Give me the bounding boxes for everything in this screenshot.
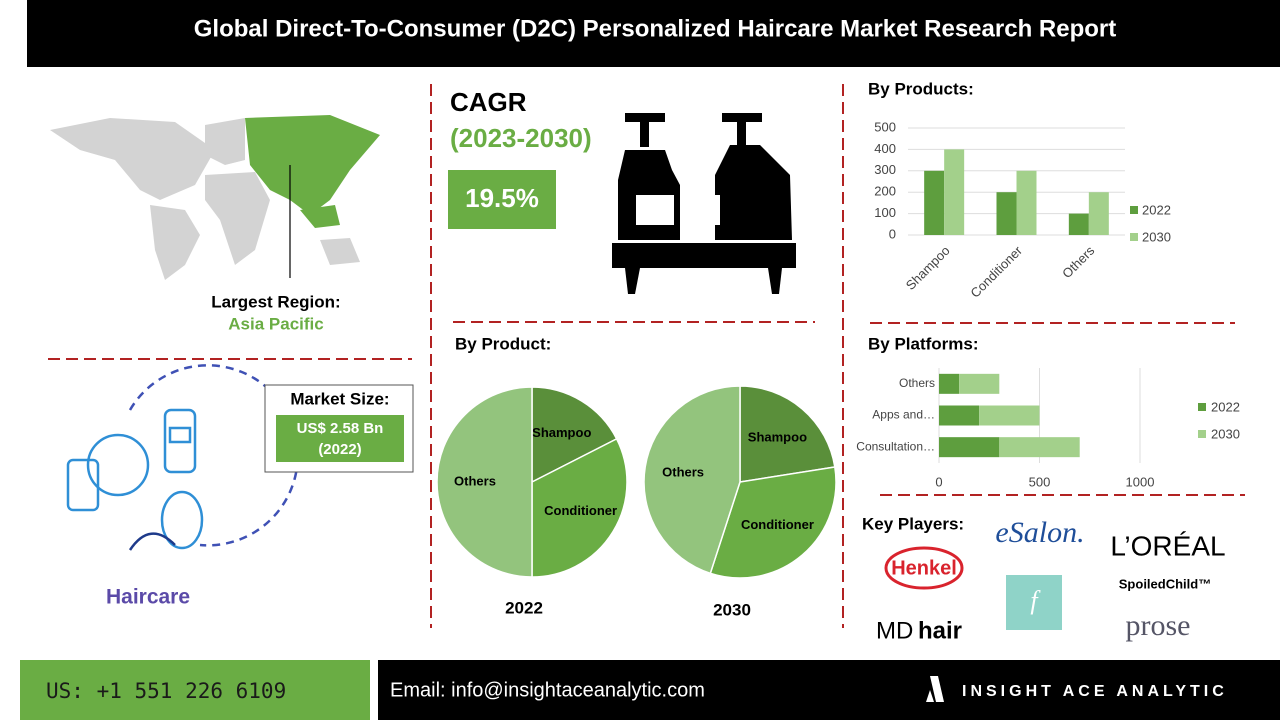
slice-label: Shampoo — [748, 430, 807, 445]
bar — [979, 405, 1040, 426]
bottles-icon — [612, 113, 796, 294]
footer-brand: INSIGHT ACE ANALYTIC — [962, 683, 1228, 700]
bar — [959, 373, 1000, 394]
bar — [999, 437, 1080, 458]
bar — [924, 170, 945, 235]
footer-phone: US: +1 551 226 6109 — [46, 679, 286, 703]
y-tick-label: 300 — [874, 162, 896, 177]
y-tick-label: 500 — [874, 119, 896, 134]
region-label: Largest Region: — [211, 292, 340, 311]
pie-section-title: By Product: — [455, 334, 551, 353]
chart-title: By Products: — [868, 79, 974, 98]
header-title: Global Direct-To-Consumer (D2C) Personal… — [194, 15, 1116, 42]
y-tick-label: 400 — [874, 141, 896, 156]
logo-frame — [1006, 575, 1062, 630]
legend-label: 2022 — [1142, 202, 1171, 217]
legend-label: 2030 — [1142, 229, 1171, 244]
cagr-badge — [448, 170, 556, 229]
region-value: Asia Pacific — [228, 314, 323, 333]
footer-phone-bar — [20, 660, 370, 720]
x-tick-label: Shampoo — [903, 243, 953, 293]
bar — [1068, 213, 1089, 235]
market-size-badge — [276, 415, 404, 462]
logo: SpoiledChild™ — [1119, 576, 1211, 591]
slice-label: Conditioner — [544, 503, 617, 518]
market-size-value: US$ 2.58 Bn — [297, 420, 384, 437]
legend-label: 2022 — [1211, 399, 1240, 414]
market-size-label: Market Size: — [290, 389, 389, 408]
legend-label: 2030 — [1211, 426, 1240, 441]
pie-slice — [739, 385, 836, 483]
key-players-title: Key Players: — [862, 514, 964, 533]
logo: hair — [918, 617, 962, 644]
logo: L’ORÉAL — [1110, 530, 1225, 561]
pie-slice — [531, 386, 618, 484]
bar — [939, 437, 1000, 458]
slice-label: Shampoo — [532, 425, 591, 440]
logo: eSalon. — [995, 516, 1084, 549]
bar — [939, 405, 980, 426]
legend-swatch — [1198, 430, 1206, 438]
footer-email: Email: info@insightaceanalytic.com — [390, 679, 705, 701]
header-bar — [27, 0, 1280, 67]
logo-frame — [884, 546, 964, 590]
legend-swatch — [1130, 233, 1138, 241]
pie-slice — [709, 466, 837, 579]
bar — [1016, 170, 1037, 235]
x-tick-label: 500 — [1029, 474, 1051, 489]
logo: MD — [876, 617, 913, 644]
haircare-icon — [66, 364, 299, 551]
logo: Henkel — [891, 557, 957, 579]
x-tick-label: Conditioner — [967, 242, 1025, 300]
logo: f — [1030, 586, 1041, 615]
logo: prose — [1126, 609, 1191, 642]
slice-label: Conditioner — [741, 517, 814, 532]
icon-label: Haircare — [106, 586, 190, 609]
cagr-value: 19.5% — [465, 183, 539, 213]
pie-slice — [531, 437, 628, 578]
y-tick-label: 200 — [874, 184, 896, 199]
cagr-label: CAGR — [450, 87, 527, 117]
slice-label: Others — [662, 464, 704, 479]
y-tick-label: 100 — [874, 205, 896, 220]
market-size-year: (2022) — [318, 441, 361, 458]
brand-icon — [926, 676, 944, 702]
x-tick-label: 1000 — [1126, 474, 1155, 489]
y-tick-label: Apps and… — [872, 408, 935, 422]
slice-label: Others — [454, 473, 496, 488]
bar — [996, 192, 1017, 235]
legend-swatch — [1198, 403, 1206, 411]
cagr-period: (2023-2030) — [450, 123, 592, 153]
y-tick-label: Consultation… — [856, 439, 935, 453]
world-map — [50, 115, 380, 280]
chart-title: By Platforms: — [868, 334, 979, 353]
pie-slice — [436, 386, 533, 578]
bar — [939, 373, 960, 394]
pie-slice — [643, 385, 741, 575]
pie-caption: 2030 — [713, 600, 751, 619]
bar — [1088, 192, 1109, 235]
y-tick-label: Others — [899, 376, 935, 390]
footer-bar — [378, 660, 1280, 720]
y-tick-label: 0 — [889, 226, 896, 241]
legend-swatch — [1130, 206, 1138, 214]
x-tick-label: 0 — [935, 474, 942, 489]
x-tick-label: Others — [1059, 243, 1098, 282]
bar — [944, 149, 965, 235]
pie-caption: 2022 — [505, 598, 543, 617]
